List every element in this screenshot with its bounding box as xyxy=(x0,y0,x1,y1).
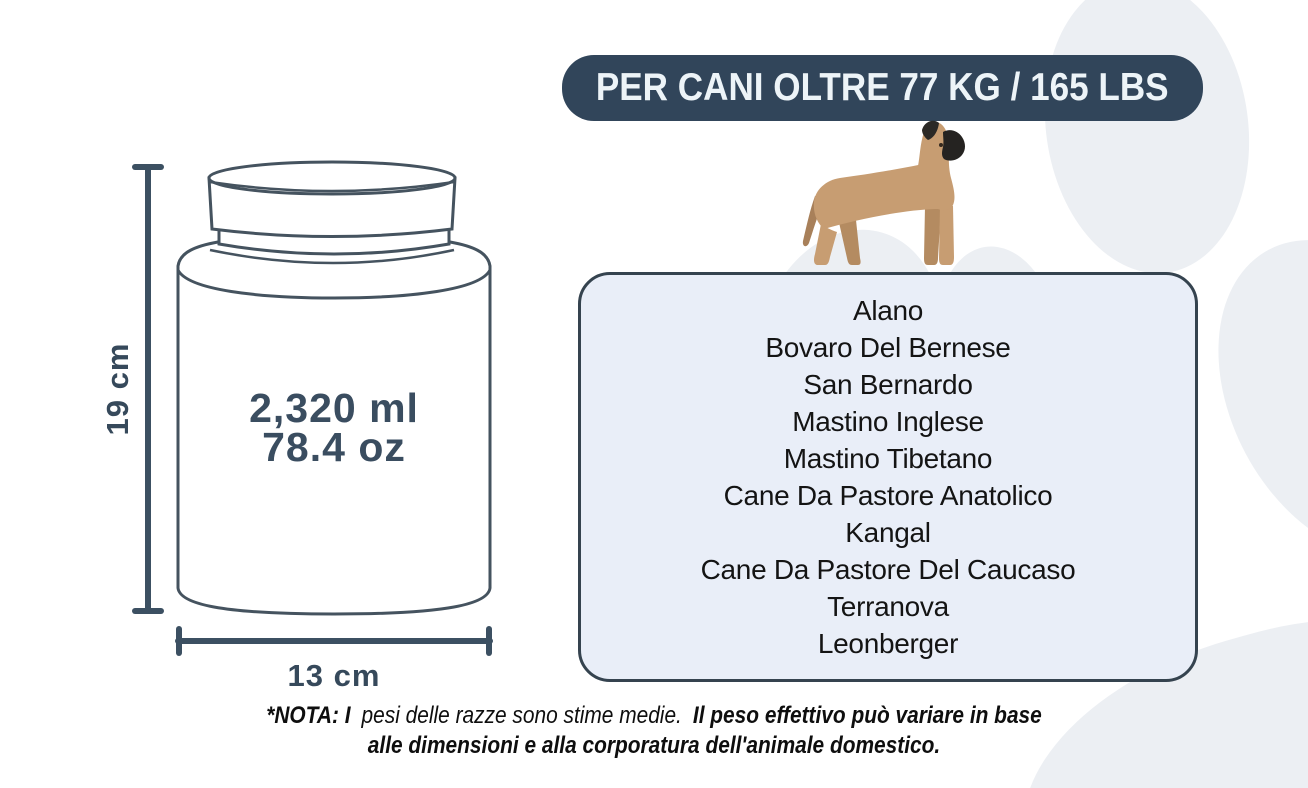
footnote-bold-1: Il peso effettivo può variare in base xyxy=(692,702,1042,729)
breed-item: Mastino Tibetano xyxy=(783,443,993,474)
jar-lid-seam xyxy=(209,180,455,193)
volume-oz-label: 78.4 oz xyxy=(262,424,406,470)
footnote-regular: pesi delle razze sono stime medie. xyxy=(361,702,682,729)
dog-hind-leg-far xyxy=(838,218,861,265)
breed-item: Terranova xyxy=(827,591,949,622)
breed-item: Alano xyxy=(852,295,924,326)
breed-item: Bovaro Del Bernese xyxy=(765,332,1011,363)
dog-front-leg-far xyxy=(924,206,941,265)
breed-item: San Bernardo xyxy=(803,369,973,400)
jar-shoulder-curve xyxy=(176,269,492,300)
width-label: 13 cm xyxy=(288,658,381,693)
breed-list-panel: Alano Bovaro Del Bernese San Bernardo Ma… xyxy=(578,272,1198,682)
jar-body xyxy=(176,240,492,616)
banner-title: PER CANI OLTRE 77 KG / 165 LBS xyxy=(596,66,1169,109)
dog-body xyxy=(813,161,953,229)
great-dane-dog-icon xyxy=(802,120,965,265)
breed-item: Kangal xyxy=(845,517,931,548)
jar-neck-seam xyxy=(209,248,455,265)
volume-ml-label: 2,320 ml xyxy=(249,385,419,431)
breed-item: Mastino Inglese xyxy=(792,406,984,437)
breed-item: Leonberger xyxy=(817,628,959,659)
header-banner: PER CANI OLTRE 77 KG / 165 LBS xyxy=(562,55,1203,121)
breed-item: Cane Da Pastore Anatolico xyxy=(723,480,1053,511)
jar-lid-top xyxy=(207,160,457,196)
dog-muzzle xyxy=(942,130,965,161)
breed-item: Cane Da Pastore Del Caucaso xyxy=(700,554,1076,585)
dog-eye xyxy=(939,143,943,147)
footnote-line-2: alle dimensioni e alla corporatura dell'… xyxy=(367,732,941,759)
dog-hind-leg-near xyxy=(814,224,837,265)
footnote-line-1: *NOTA: I pesi delle razze sono stime med… xyxy=(266,701,1042,731)
breed-list: Alano Bovaro Del Bernese San Bernardo Ma… xyxy=(701,292,1076,662)
footnote-prefix: *NOTA: I xyxy=(266,702,351,729)
paw-toe-icon xyxy=(1026,0,1268,287)
container-dimension-diagram: 19 cm 13 cm 2,320 ml 78.4 oz xyxy=(100,160,493,693)
dog-front-leg-near xyxy=(939,204,954,265)
height-label: 19 cm xyxy=(100,343,135,436)
dog-ear xyxy=(922,120,939,140)
footnote: *NOTA: I pesi delle razze sono stime med… xyxy=(208,701,1099,761)
